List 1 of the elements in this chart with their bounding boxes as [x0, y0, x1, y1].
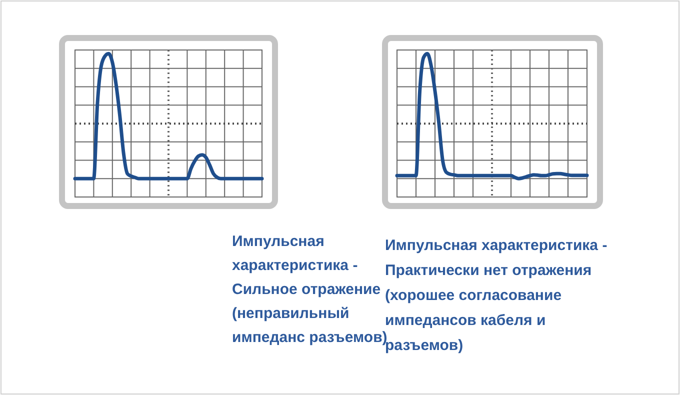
- text: Импульсная характеристика - Практически нет отражения (хорошее согласование импедансов кабеля и разъемов): [385, 237, 608, 354]
